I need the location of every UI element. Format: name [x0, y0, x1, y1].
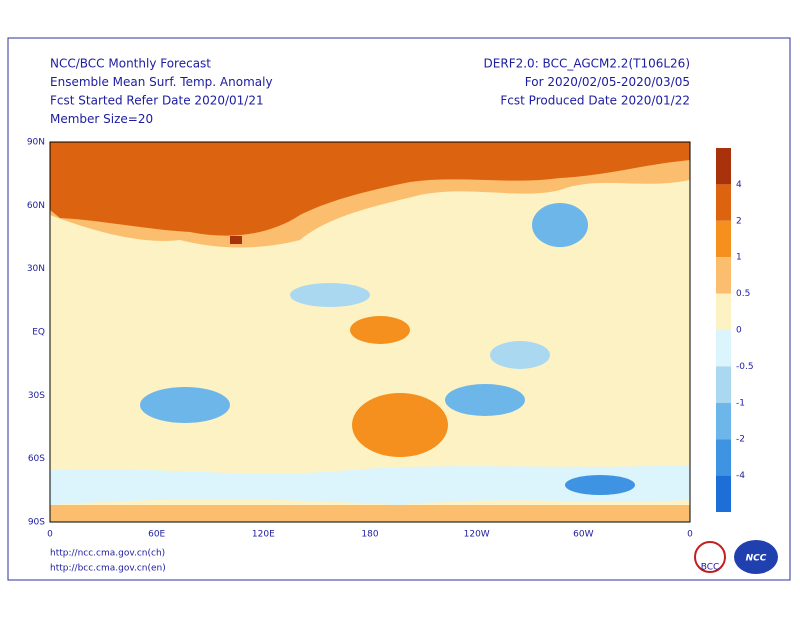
cold-region [445, 384, 525, 416]
lon-label: 60E [148, 530, 165, 540]
lon-label: 60W [573, 530, 593, 540]
lat-label: 30S [28, 391, 45, 401]
bcc-logo [694, 541, 726, 573]
warm-region [352, 393, 448, 457]
colorbar-label: 0 [736, 326, 742, 336]
colorbar-box [716, 220, 731, 258]
lat-label: 60S [28, 454, 45, 464]
colorbar-label: -0.5 [736, 362, 754, 372]
colorbar-box [716, 293, 731, 330]
colorbar: 4 2 1 0.5 0 -0.5 -1 -2 -4 [716, 148, 754, 512]
colorbar-label: 2 [736, 216, 742, 226]
ncc-logo [734, 540, 778, 574]
cold-region [532, 203, 588, 247]
footer-link: http://bcc.cma.gov.cn(en) [50, 564, 166, 574]
header-left: NCC/BCC Monthly Forecast [50, 57, 211, 71]
hot-region [50, 142, 690, 236]
bcc-text: BCC [701, 563, 720, 573]
lat-labels: 90N 60N 30N EQ 30S 60S 90S [27, 138, 45, 528]
colorbar-label: -4 [736, 471, 745, 481]
colorbar-label: 1 [736, 253, 742, 263]
colorbar-box [716, 475, 731, 512]
lon-label: 120E [252, 530, 275, 540]
colorbar-label: -1 [736, 398, 745, 408]
header-left: Member Size=20 [50, 112, 153, 126]
lon-label: 120W [464, 530, 490, 540]
warm-region [50, 505, 690, 522]
cool-region [290, 283, 370, 307]
colorbar-box [716, 184, 731, 221]
colorbar-box [716, 439, 731, 476]
header-right: DERF2.0: BCC_AGCM2.2(T106L26) [484, 57, 690, 71]
colorbar-label: 4 [736, 180, 742, 190]
header-right: For 2020/02/05-2020/03/05 [525, 75, 690, 89]
lon-label: 0 [687, 530, 693, 540]
colorbar-box [716, 366, 731, 403]
lat-label: 90N [27, 138, 45, 148]
lon-label: 0 [47, 530, 53, 540]
colorbar-box [716, 148, 731, 185]
lat-label: 90S [28, 518, 45, 528]
lon-label: 180 [361, 530, 378, 540]
hot-spot [230, 236, 242, 244]
cool-region [490, 341, 550, 369]
colorbar-box [716, 330, 731, 367]
colorbar-box [716, 257, 731, 294]
lon-labels: 0 60E 120E 180 120W 60W 0 [47, 530, 693, 540]
colorbar-box [716, 402, 731, 440]
lat-label: 60N [27, 201, 45, 211]
map [49, 141, 691, 523]
header-left: Fcst Started Refer Date 2020/01/21 [50, 94, 264, 108]
header-left: Ensemble Mean Surf. Temp. Anomaly [50, 75, 273, 89]
header-right: Fcst Produced Date 2020/01/22 [500, 94, 690, 108]
colorbar-label: -2 [736, 435, 745, 445]
cold-region [565, 475, 635, 495]
footer-link: http://ncc.cma.gov.cn(ch) [50, 549, 165, 559]
cold-region [140, 387, 230, 423]
logos: BCC NCC [694, 540, 778, 574]
lat-label: EQ [32, 328, 45, 338]
warm-region [350, 316, 410, 344]
lat-label: 30N [27, 264, 45, 274]
ncc-text: NCC [746, 554, 767, 564]
colorbar-label: 0.5 [736, 289, 750, 299]
map-border [49, 141, 691, 523]
frame [7, 37, 791, 581]
cool-region [50, 465, 690, 505]
